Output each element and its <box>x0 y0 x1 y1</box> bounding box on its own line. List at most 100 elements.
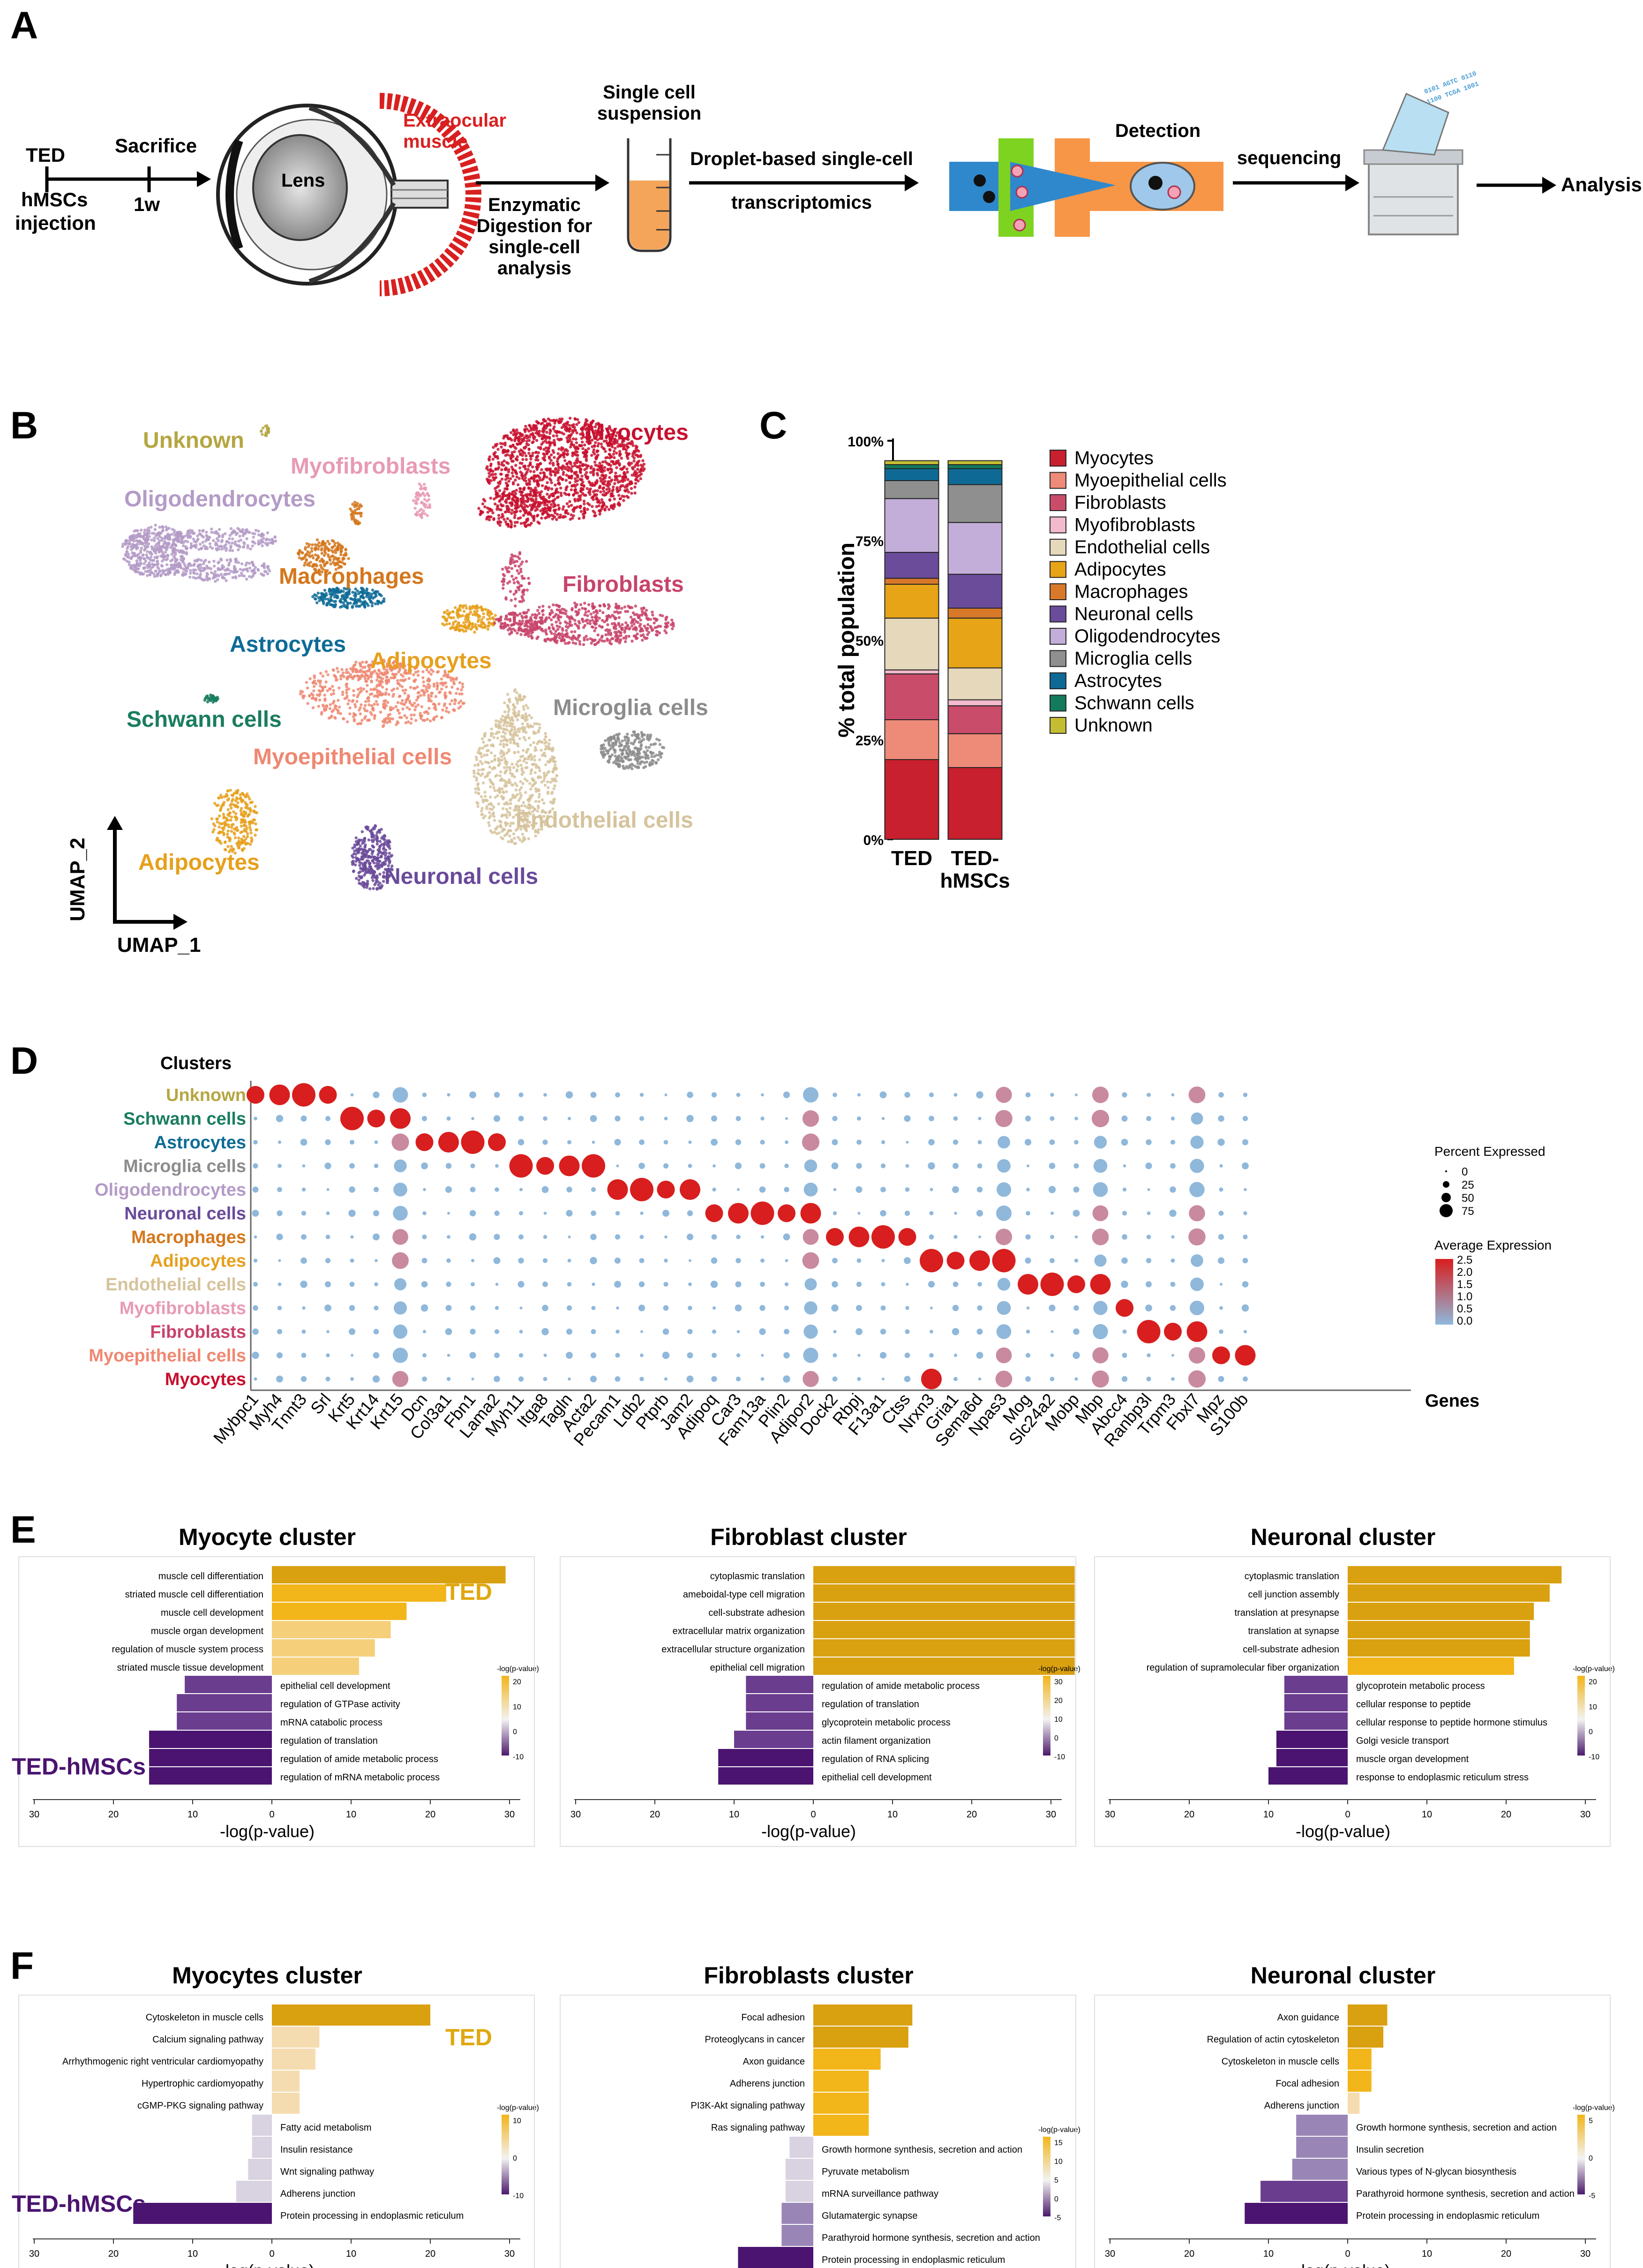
umap-point <box>548 616 551 619</box>
umap-point <box>480 755 483 759</box>
umap-point <box>563 422 566 426</box>
umap-point <box>387 693 390 696</box>
umap-point <box>527 452 531 455</box>
umap-point <box>482 816 485 820</box>
umap-point <box>503 518 506 521</box>
umap-point <box>153 528 157 531</box>
umap-point <box>521 833 525 836</box>
label-hmscs: hMSCs <box>21 188 88 211</box>
umap-point <box>514 788 518 792</box>
umap-point <box>315 601 319 604</box>
umap-point <box>516 632 519 635</box>
umap-point <box>612 429 615 433</box>
umap-point <box>537 484 540 488</box>
umap-point <box>552 787 555 791</box>
umap-point <box>491 473 495 476</box>
umap-point <box>168 570 172 573</box>
umap-point <box>507 566 510 569</box>
umap-point <box>317 545 321 548</box>
umap-point <box>567 635 570 639</box>
umap-point <box>128 542 132 545</box>
umap-point <box>449 702 452 706</box>
umap-point <box>512 623 515 626</box>
umap-point <box>557 447 561 451</box>
umap-point <box>533 626 536 630</box>
umap-point <box>643 611 646 615</box>
umap-point <box>177 564 181 567</box>
umap-point <box>508 811 511 814</box>
umap-point <box>575 431 578 435</box>
umap-point <box>529 744 532 747</box>
umap-point <box>452 708 455 712</box>
umap-point <box>542 499 546 502</box>
umap-point <box>617 604 621 608</box>
umap-point <box>617 501 621 505</box>
umap-point <box>510 451 514 454</box>
umap-point <box>413 680 416 683</box>
chip-cell <box>983 191 995 203</box>
umap-point <box>496 825 499 829</box>
umap-point <box>552 756 555 760</box>
umap-point <box>140 528 143 532</box>
umap-point <box>634 445 638 448</box>
umap-point <box>639 618 642 622</box>
umap-point <box>475 627 479 631</box>
umap-point <box>630 491 633 495</box>
umap-point <box>477 507 480 510</box>
umap-point <box>578 608 581 611</box>
umap-point <box>401 699 404 702</box>
umap-point <box>593 445 596 448</box>
umap-point <box>504 784 508 788</box>
umap-point <box>471 623 474 626</box>
umap-point <box>573 426 577 429</box>
umap-point <box>611 488 615 491</box>
umap-point <box>541 437 544 441</box>
umap-point <box>314 597 317 601</box>
umap-point <box>528 493 532 496</box>
umap-point <box>543 774 546 777</box>
umap-point <box>560 477 563 481</box>
umap-point <box>576 474 579 477</box>
microfluidic-chip <box>949 138 1223 237</box>
umap-point <box>617 616 621 619</box>
umap-point <box>593 437 596 440</box>
umap-point <box>355 602 358 605</box>
umap-point <box>557 516 561 519</box>
umap-point <box>489 795 492 799</box>
umap-point <box>631 619 635 623</box>
umap-point <box>396 687 399 690</box>
umap-point <box>330 546 334 549</box>
umap-point <box>579 494 582 497</box>
umap-point <box>342 553 346 557</box>
umap-point <box>445 685 448 689</box>
umap-point <box>508 633 511 636</box>
umap-point <box>156 559 159 563</box>
umap-point <box>428 707 431 710</box>
umap-point <box>521 476 524 480</box>
umap-point <box>233 569 237 573</box>
sequencer-screen <box>1381 93 1449 156</box>
umap-point <box>428 698 431 701</box>
umap-point <box>521 722 525 725</box>
umap-point <box>583 613 586 617</box>
umap-point <box>488 472 491 475</box>
umap-point <box>516 497 519 500</box>
umap-point <box>552 801 555 805</box>
umap-point <box>353 718 356 721</box>
umap-point <box>215 547 218 550</box>
umap-point <box>300 558 303 561</box>
umap-point <box>542 508 546 512</box>
umap-point <box>529 512 532 515</box>
umap-point <box>597 430 600 434</box>
umap-point <box>570 504 573 507</box>
umap-point <box>474 787 477 791</box>
umap-point <box>537 626 540 630</box>
umap-point <box>221 535 224 539</box>
umap-point <box>516 520 519 524</box>
umap-point <box>158 526 161 529</box>
umap-point <box>573 464 577 467</box>
umap-point <box>480 809 483 813</box>
umap-point <box>228 537 231 541</box>
umap-point <box>367 700 370 703</box>
umap-point <box>358 604 361 608</box>
